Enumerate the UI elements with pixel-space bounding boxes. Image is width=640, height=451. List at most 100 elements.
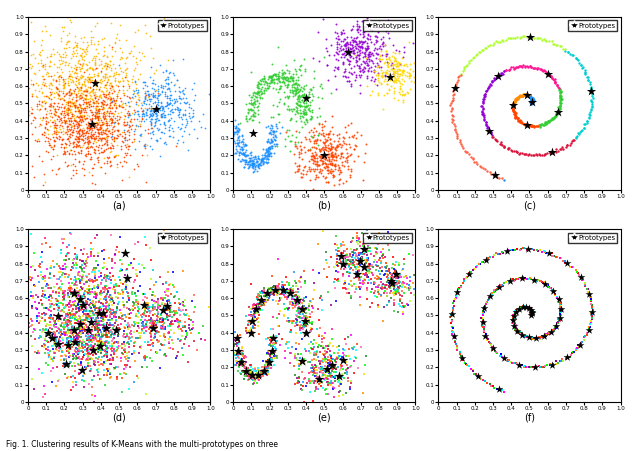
Point — [92, 147, 102, 154]
Point — [60, 331, 70, 338]
Point — [97, 360, 107, 368]
Point — [358, 240, 369, 248]
Point — [344, 49, 354, 56]
Point — [321, 174, 331, 181]
Point — [31, 305, 41, 312]
Point — [298, 113, 308, 120]
Point — [268, 130, 278, 138]
Point — [118, 138, 129, 145]
Point — [40, 350, 51, 357]
Point — [76, 298, 86, 305]
Point — [170, 142, 180, 149]
Point — [509, 322, 520, 329]
Point — [295, 93, 305, 100]
Point — [274, 310, 284, 318]
Point — [488, 253, 498, 261]
Point — [184, 110, 195, 117]
Point — [237, 347, 248, 354]
Point — [340, 41, 351, 48]
Point — [147, 79, 157, 86]
Point — [134, 343, 145, 350]
Point — [527, 100, 538, 107]
Point — [451, 129, 461, 136]
Point — [165, 100, 175, 107]
Point — [79, 105, 90, 112]
Point — [391, 270, 401, 277]
Point — [529, 64, 540, 71]
Point — [340, 253, 351, 260]
Point — [157, 341, 168, 348]
Point — [340, 154, 351, 161]
Point — [179, 340, 189, 347]
Point — [77, 292, 87, 299]
Point — [234, 354, 244, 362]
Point — [74, 360, 84, 368]
Point — [259, 89, 269, 96]
Point — [83, 79, 93, 86]
Point — [118, 134, 129, 142]
Point — [342, 374, 353, 382]
Point — [40, 79, 51, 86]
Point — [513, 93, 523, 101]
Point — [266, 77, 276, 84]
Point — [65, 92, 75, 99]
Point — [90, 136, 100, 143]
Point — [105, 115, 115, 123]
Point — [248, 311, 259, 318]
Point — [354, 274, 364, 281]
Point — [68, 47, 78, 54]
Point — [90, 317, 100, 324]
Point — [300, 318, 310, 326]
Point — [104, 113, 115, 120]
Point — [147, 112, 157, 120]
Point — [157, 307, 168, 314]
Point — [101, 304, 111, 311]
Point — [350, 38, 360, 45]
Point — [31, 292, 42, 299]
Point — [93, 153, 104, 161]
Point — [394, 290, 404, 297]
Point — [152, 348, 163, 355]
Point — [79, 105, 89, 112]
Point — [92, 284, 102, 291]
Point — [297, 87, 307, 95]
Point — [230, 143, 241, 150]
Point — [295, 142, 305, 149]
Point — [29, 249, 39, 257]
Point — [90, 331, 100, 339]
Point — [296, 146, 307, 153]
Point — [520, 91, 530, 98]
Point — [108, 328, 118, 335]
Point — [83, 119, 93, 126]
Point — [68, 334, 79, 341]
Point — [122, 304, 132, 311]
Point — [174, 322, 184, 330]
Point — [254, 330, 264, 337]
Point — [135, 132, 145, 139]
Point — [548, 325, 559, 332]
Point — [77, 131, 88, 138]
Point — [555, 317, 565, 324]
Point — [360, 52, 370, 60]
Point — [347, 133, 357, 140]
Point — [324, 363, 334, 370]
Point — [83, 48, 93, 55]
Point — [53, 90, 63, 97]
Point — [86, 346, 97, 354]
Point — [554, 105, 564, 112]
Point — [95, 130, 106, 137]
Point — [45, 116, 56, 124]
Point — [508, 103, 518, 110]
Point — [75, 126, 85, 133]
Point — [101, 93, 111, 101]
Point — [67, 89, 77, 97]
Point — [305, 359, 315, 366]
Point — [512, 327, 522, 334]
Point — [94, 274, 104, 281]
Point — [525, 309, 536, 316]
Point — [353, 255, 364, 262]
Point — [376, 45, 387, 52]
Point — [200, 336, 210, 344]
Point — [296, 273, 307, 280]
Point — [79, 158, 90, 165]
